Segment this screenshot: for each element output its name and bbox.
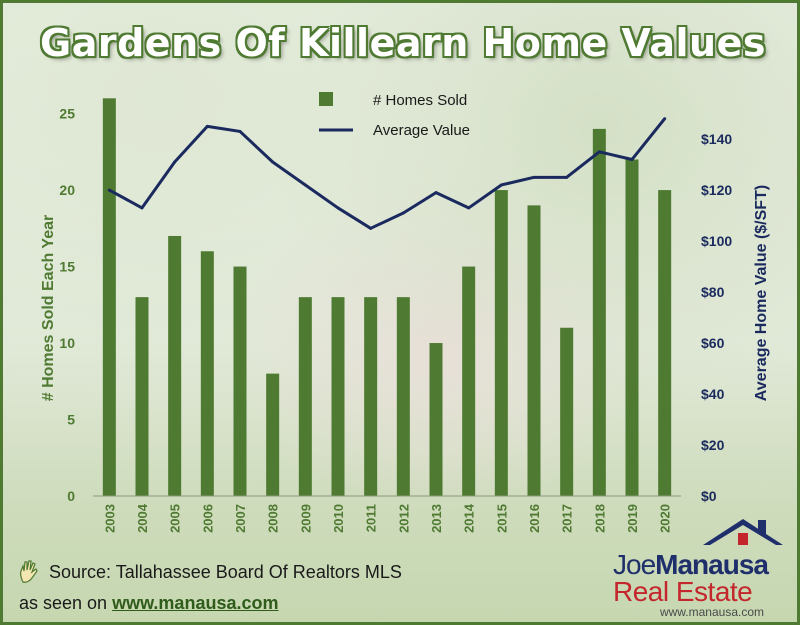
point-average-value-2020 xyxy=(663,117,667,121)
y-tick-left: 25 xyxy=(59,106,75,122)
bar-homes-sold-2012 xyxy=(396,297,410,496)
bar-homes-sold-2003 xyxy=(102,98,116,496)
x-tick-label: 2007 xyxy=(233,504,248,533)
y-tick-left: 5 xyxy=(67,412,75,428)
x-tick-label: 2011 xyxy=(364,504,379,532)
logo-name-last: Manausa xyxy=(655,549,769,580)
logo-url: www.manausa.com xyxy=(659,605,765,619)
point-average-value-2004 xyxy=(140,206,144,210)
bar-homes-sold-2011 xyxy=(364,297,378,496)
bar-homes-sold-2010 xyxy=(331,297,345,496)
bar-homes-sold-2006 xyxy=(200,251,214,496)
logo-name: JoeManausa xyxy=(613,551,793,579)
house-icon xyxy=(703,519,783,545)
logo-name-first: Joe xyxy=(613,549,656,580)
source-note: Source: Tallahassee Board Of Realtors ML… xyxy=(19,560,402,584)
y-axis-right-label: Average Home Value ($/SFT) xyxy=(753,185,770,401)
x-tick-label: 2012 xyxy=(396,504,411,533)
logo-tagline: Real Estate xyxy=(613,576,753,607)
bar-homes-sold-2020 xyxy=(658,190,672,496)
company-logo: JoeManausa Real Estate www.manausa.com xyxy=(613,519,793,619)
bar-homes-sold-2014 xyxy=(462,266,476,496)
point-average-value-2014 xyxy=(467,206,471,210)
y-tick-right: $140 xyxy=(701,131,732,147)
y-tick-right: $80 xyxy=(701,284,725,300)
hand-icon xyxy=(20,560,38,583)
x-tick-label: 2020 xyxy=(658,504,673,533)
point-average-value-2018 xyxy=(597,150,601,154)
x-tick-label: 2018 xyxy=(592,504,607,533)
line-average-value xyxy=(108,117,666,230)
point-average-value-2008 xyxy=(271,160,275,164)
x-tick-label: 2016 xyxy=(527,504,542,533)
y-tick-right: $0 xyxy=(701,488,717,504)
y-tick-right: $100 xyxy=(701,233,732,249)
x-tick-label: 2004 xyxy=(135,503,150,533)
bar-homes-sold-2016 xyxy=(527,205,541,497)
bar-homes-sold-2015 xyxy=(494,190,508,496)
point-average-value-2019 xyxy=(630,157,634,161)
point-average-value-2012 xyxy=(401,211,405,215)
legend-label-bars: # Homes Sold xyxy=(373,92,467,109)
bar-homes-sold-2019 xyxy=(625,159,639,496)
x-tick-label: 2005 xyxy=(168,504,183,533)
legend-label-line: Average Value xyxy=(373,122,470,139)
y-axis-left-label: # Homes Sold Each Year xyxy=(40,215,57,401)
x-tick-label: 2015 xyxy=(494,504,509,533)
chart-title: Gardens Of Killearn Home Values xyxy=(40,21,766,65)
chart-canvas: 2003 2004 2005 2006 2007 2008 2009 2010 2011 2012… xyxy=(40,92,770,533)
bar-homes-sold-2008 xyxy=(266,373,280,496)
y-tick-right: $60 xyxy=(701,335,725,351)
website-note: as seen on www.manausa.com xyxy=(19,593,278,614)
website-link[interactable]: www.manausa.com xyxy=(112,593,279,613)
x-tick-label: 2017 xyxy=(560,504,575,533)
x-tick-label: 2008 xyxy=(266,504,281,533)
y-tick-right: $40 xyxy=(701,386,725,402)
x-tick-label: 2014 xyxy=(462,503,477,533)
bar-homes-sold-2004 xyxy=(135,297,149,496)
x-tick-label: 2013 xyxy=(429,504,444,533)
x-tick-label: 2019 xyxy=(625,504,640,533)
point-average-value-2007 xyxy=(238,129,242,133)
legend-swatch-bars xyxy=(319,92,333,106)
x-tick-label: 2006 xyxy=(200,504,215,533)
y-tick-left: 10 xyxy=(59,335,75,351)
bar-homes-sold-2017 xyxy=(560,327,574,496)
source-text: Source: Tallahassee Board Of Realtors ML… xyxy=(49,561,402,582)
y-tick-right: $20 xyxy=(701,437,725,453)
point-average-value-2009 xyxy=(303,183,307,187)
point-average-value-2011 xyxy=(369,226,373,230)
bar-homes-sold-2007 xyxy=(233,266,247,496)
seen-prefix: as seen on xyxy=(19,593,108,613)
point-average-value-2005 xyxy=(173,160,177,164)
y-tick-left: 0 xyxy=(67,488,75,504)
point-average-value-2016 xyxy=(532,175,536,179)
bar-homes-sold-2009 xyxy=(298,297,312,496)
point-average-value-2013 xyxy=(434,191,438,195)
y-tick-right: $120 xyxy=(701,182,732,198)
bar-homes-sold-2013 xyxy=(429,343,443,496)
point-average-value-2003 xyxy=(107,188,111,192)
point-average-value-2015 xyxy=(499,183,503,187)
x-tick-label: 2010 xyxy=(331,504,346,533)
bar-homes-sold-2005 xyxy=(168,235,182,497)
point-average-value-2017 xyxy=(565,175,569,179)
y-tick-left: 20 xyxy=(59,182,75,198)
point-average-value-2006 xyxy=(205,124,209,128)
point-average-value-2010 xyxy=(336,206,340,210)
bar-homes-sold-2018 xyxy=(592,128,606,496)
y-tick-left: 15 xyxy=(59,259,75,275)
x-tick-label: 2009 xyxy=(298,504,313,533)
x-tick-label: 2003 xyxy=(102,504,117,533)
